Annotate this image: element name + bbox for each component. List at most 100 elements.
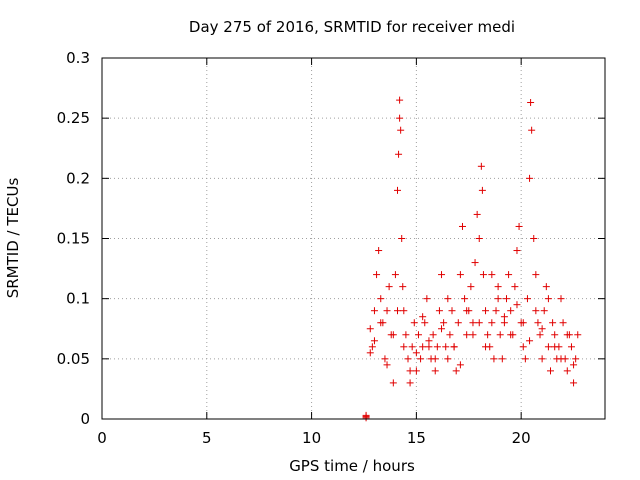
data-point (396, 114, 404, 122)
data-point (400, 343, 408, 351)
data-point (563, 331, 571, 339)
data-point (482, 307, 490, 315)
data-point (521, 355, 529, 363)
data-point (528, 126, 536, 134)
data-point (410, 319, 418, 327)
data-point (507, 331, 515, 339)
data-point (477, 162, 485, 170)
data-point (444, 295, 452, 303)
data-point (377, 295, 385, 303)
data-point (406, 379, 414, 387)
data-point (400, 307, 408, 315)
data-point (368, 343, 376, 351)
data-point (440, 319, 448, 327)
data-point (442, 343, 450, 351)
data-point (383, 307, 391, 315)
data-point (471, 259, 479, 267)
data-point (419, 313, 427, 321)
x-tick-label: 15 (407, 429, 426, 447)
data-point (463, 331, 471, 339)
data-point (456, 361, 464, 369)
chart-title: Day 275 of 2016, SRMTID for receiver med… (189, 18, 515, 36)
data-point (513, 247, 521, 255)
grid-lines (102, 58, 605, 419)
data-point (423, 295, 431, 303)
data-point (373, 271, 381, 279)
data-points (362, 96, 582, 422)
data-point (538, 325, 546, 333)
data-point (532, 307, 540, 315)
data-point (534, 319, 542, 327)
x-tick-label: 0 (97, 429, 107, 447)
data-point (513, 301, 521, 309)
data-point (417, 355, 425, 363)
data-point (394, 307, 402, 315)
data-point (431, 367, 439, 375)
data-point (394, 186, 402, 194)
data-point (454, 319, 462, 327)
data-point (429, 331, 437, 339)
data-point (391, 271, 399, 279)
data-point (362, 411, 370, 419)
data-point (419, 343, 427, 351)
data-point (370, 337, 378, 345)
data-point (448, 307, 456, 315)
data-point (500, 313, 508, 321)
data-point (469, 319, 477, 327)
data-point (496, 331, 504, 339)
data-point (370, 307, 378, 315)
data-point (557, 295, 565, 303)
data-point (559, 319, 567, 327)
data-point (494, 283, 502, 291)
data-point (544, 295, 552, 303)
data-point (469, 331, 477, 339)
data-point (399, 283, 407, 291)
data-point (438, 325, 446, 333)
data-point (572, 355, 580, 363)
axis-ticks: 0 5 10 15 20 0 0.05 0.1 0.15 0.2 0.25 0.3 (57, 49, 605, 447)
data-point (412, 349, 420, 357)
y-tick-label: 0 (80, 410, 90, 428)
data-point (542, 283, 550, 291)
data-point (381, 355, 389, 363)
data-point (412, 367, 420, 375)
data-point (385, 283, 393, 291)
data-point (549, 319, 557, 327)
data-point (456, 271, 464, 279)
data-point (505, 271, 513, 279)
data-point (488, 319, 496, 327)
data-point (425, 337, 433, 345)
data-point (523, 295, 531, 303)
data-point (484, 331, 492, 339)
data-point (502, 295, 510, 303)
data-point (540, 307, 548, 315)
data-point (570, 361, 578, 369)
data-point (461, 295, 469, 303)
y-tick-label: 0.1 (66, 290, 90, 308)
data-point (475, 319, 483, 327)
data-point (519, 343, 527, 351)
y-tick-label: 0.05 (57, 350, 90, 368)
data-point (404, 355, 412, 363)
data-point (431, 355, 439, 363)
data-point (395, 150, 403, 158)
data-point (532, 271, 540, 279)
data-point (458, 222, 466, 230)
x-tick-label: 20 (512, 429, 531, 447)
data-point (570, 379, 578, 387)
data-point (446, 331, 454, 339)
data-point (574, 331, 582, 339)
data-point (408, 343, 416, 351)
data-point (519, 319, 527, 327)
data-point (563, 367, 571, 375)
data-point (551, 331, 559, 339)
data-point (397, 126, 405, 134)
data-point (389, 331, 397, 339)
data-point (375, 247, 383, 255)
data-point (511, 283, 519, 291)
data-point (450, 343, 458, 351)
data-point (479, 271, 487, 279)
y-tick-label: 0.25 (57, 109, 90, 127)
data-point (507, 307, 515, 315)
